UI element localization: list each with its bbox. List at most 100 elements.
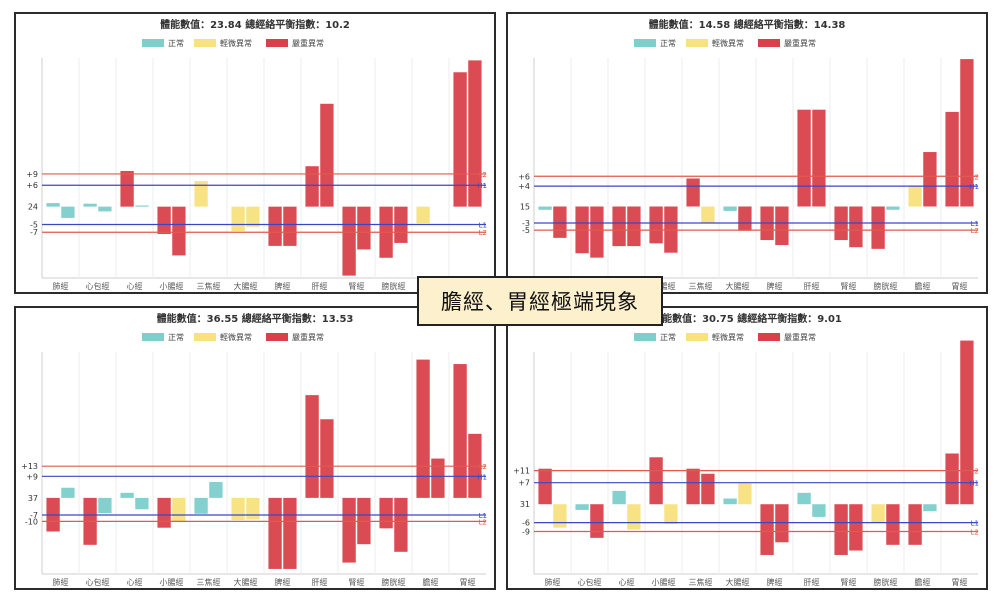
legend-swatch	[758, 333, 780, 341]
bar	[945, 111, 959, 207]
reference-line-label: +9	[26, 170, 38, 179]
x-tick-label: 心經	[127, 577, 143, 587]
x-tick-label: 胃經	[952, 577, 968, 587]
reference-line-flag: H1	[969, 480, 979, 488]
legend-item: 輕微異常	[194, 38, 252, 48]
x-tick-label: 腎經	[841, 577, 857, 587]
x-tick-label: 腎經	[349, 281, 365, 291]
x-tick-label: 肺經	[53, 281, 69, 291]
bar	[305, 166, 319, 207]
bar	[268, 497, 282, 569]
reference-line-label: +7	[518, 479, 530, 488]
bar	[908, 504, 922, 545]
bar	[960, 59, 974, 207]
reference-line-label: -7	[30, 511, 38, 520]
bar	[194, 497, 208, 514]
baseline-label: 37	[28, 494, 38, 503]
bar	[172, 206, 186, 256]
legend-label: 輕微異常	[220, 38, 252, 48]
bar	[886, 206, 900, 210]
bar	[960, 340, 974, 505]
bar	[416, 206, 430, 224]
bar	[923, 504, 937, 512]
bar	[871, 504, 885, 522]
bar	[120, 170, 134, 207]
x-tick-label: 小腸經	[160, 281, 184, 291]
bar	[701, 473, 715, 505]
bar	[775, 206, 789, 245]
bar	[812, 504, 826, 517]
bar	[46, 203, 60, 207]
legend-label: 嚴重異常	[784, 332, 816, 342]
legend-label: 嚴重異常	[292, 38, 324, 48]
bar	[283, 497, 297, 569]
bar	[416, 359, 430, 498]
x-tick-label: 脾經	[275, 577, 291, 587]
chart-panel-top-left: 體能數值：23.84 總經絡平衡指數：10.2 正常 輕微異常 嚴重異常 肺經 心包經 心經…	[14, 12, 496, 294]
bar	[172, 497, 186, 522]
legend-label: 嚴重異常	[292, 332, 324, 342]
chart-panel-bottom-left: 體能數值：36.55 總經絡平衡指數：13.53 正常 輕微異常 嚴重異常 肺經 心包經 心…	[14, 306, 496, 590]
bar	[686, 468, 700, 505]
bar	[538, 206, 552, 210]
x-tick-label: 膀胱經	[382, 281, 406, 291]
x-tick-label: 小腸經	[652, 577, 676, 587]
bar	[320, 103, 334, 207]
chart-panel-bottom-right: 體能數值：30.75 總經絡平衡指數：9.01 正常 輕微異常 嚴重異常 肺經 心包經 心經…	[506, 306, 988, 590]
reference-line-label: +9	[26, 472, 38, 481]
legend-swatch	[634, 333, 656, 341]
bar	[83, 203, 97, 207]
legend-swatch	[194, 39, 216, 47]
chart-title: 體能數值：23.84 總經絡平衡指數：10.2	[160, 18, 350, 31]
bar	[120, 492, 134, 498]
legend-item: 嚴重異常	[758, 332, 816, 342]
bar	[538, 468, 552, 505]
x-tick-label: 肺經	[53, 577, 69, 587]
reference-line-flag: H1	[477, 473, 487, 481]
baseline-label: 31	[520, 500, 530, 509]
legend-label: 嚴重異常	[784, 38, 816, 48]
baseline-label: 15	[520, 203, 530, 212]
x-tick-label: 三焦經	[689, 577, 713, 587]
reference-line-label: +13	[21, 462, 38, 471]
bar	[320, 419, 334, 498]
legend-item: 正常	[634, 39, 676, 48]
bar	[98, 497, 112, 514]
x-tick-label: 腎經	[841, 281, 857, 291]
reference-line-flag: L1	[479, 512, 487, 520]
reference-line-label: +6	[26, 181, 38, 190]
x-tick-label: 心包經	[86, 281, 110, 291]
legend-item: 嚴重異常	[266, 38, 324, 48]
bar	[394, 497, 408, 552]
x-tick-label: 腎經	[349, 577, 365, 587]
x-tick-label: 小腸經	[652, 281, 676, 291]
bar	[908, 186, 922, 207]
bar	[797, 492, 811, 505]
bar	[357, 206, 371, 250]
bar	[468, 60, 482, 207]
reference-line-label: -5	[522, 226, 530, 235]
reference-line-label: -9	[522, 528, 530, 537]
bar	[612, 206, 626, 247]
bar	[305, 395, 319, 498]
reference-line-flag: L1	[971, 520, 979, 528]
chart-title: 體能數值：14.58 總經絡平衡指數：14.38	[649, 18, 846, 31]
bar	[686, 178, 700, 207]
x-tick-label: 大腸經	[234, 577, 258, 587]
reference-line-flag: L2	[479, 518, 487, 526]
x-tick-label: 脾經	[767, 281, 783, 291]
x-tick-label: 膀胱經	[382, 577, 406, 587]
reference-line-flag: L2	[479, 171, 487, 179]
bar	[775, 504, 789, 543]
x-tick-label: 胃經	[460, 577, 476, 587]
legend-label: 輕微異常	[712, 332, 744, 342]
bar	[627, 206, 641, 247]
legend-swatch	[142, 39, 164, 47]
legend-swatch	[686, 333, 708, 341]
bar	[590, 206, 604, 258]
reference-line-flag: L1	[479, 221, 487, 229]
reference-line-label: +6	[518, 172, 530, 181]
bar	[453, 72, 467, 207]
x-tick-label: 胃經	[952, 281, 968, 291]
